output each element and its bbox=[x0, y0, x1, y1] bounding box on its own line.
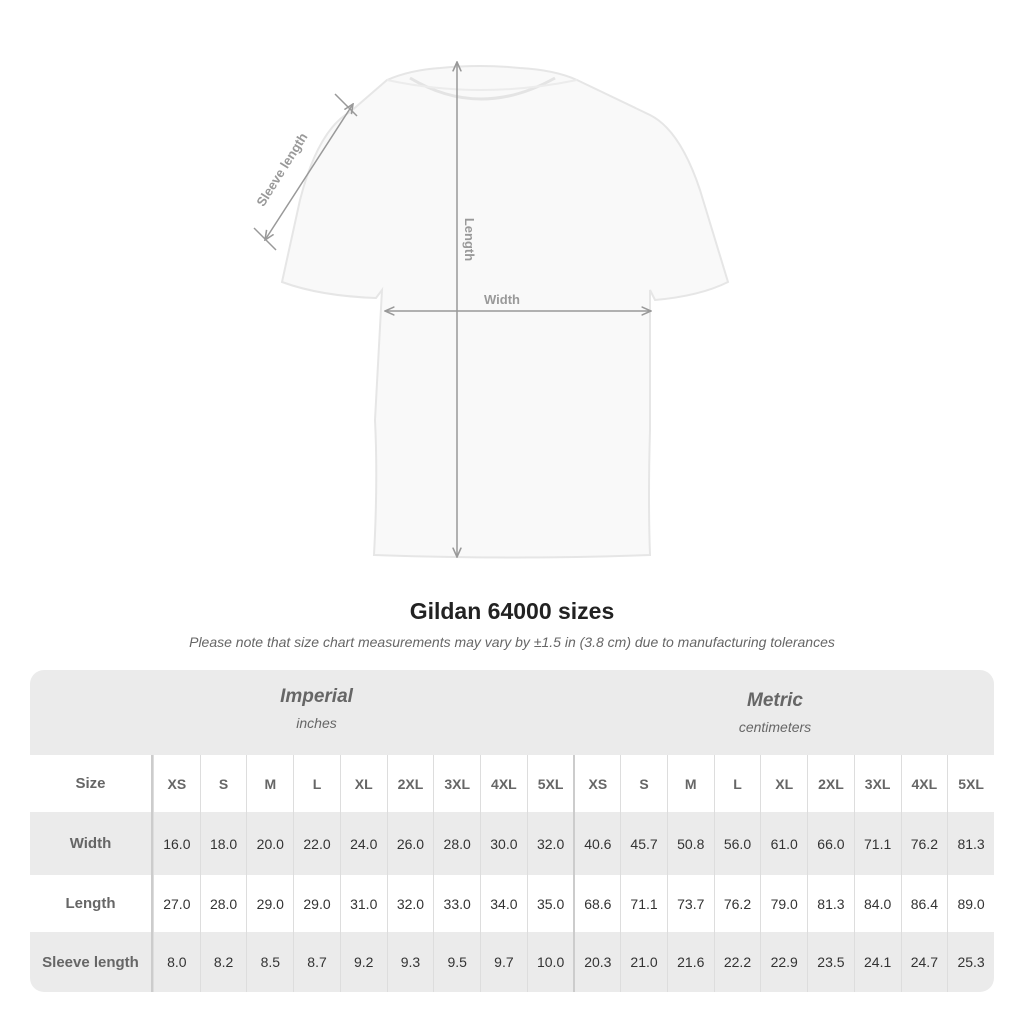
table-cell: 20.3 bbox=[573, 932, 620, 992]
size-header-cell: XS bbox=[573, 755, 620, 812]
table-cell: 35.0 bbox=[526, 875, 574, 932]
size-header-cell: XS bbox=[153, 755, 200, 812]
row-label: Width bbox=[30, 812, 153, 875]
size-header-cell: M bbox=[666, 755, 714, 812]
tshirt-diagram bbox=[253, 0, 730, 559]
size-header-cell: 4XL bbox=[480, 755, 527, 812]
table-cell: 25.3 bbox=[947, 932, 994, 992]
size-header-row: Size XS S M L XL 2XL 3XL 4XL 5XL XS S M L XL 2XL 3XL 4XL… bbox=[30, 755, 994, 812]
table-cell: 23.5 bbox=[807, 932, 854, 992]
size-header-cell: S bbox=[620, 755, 667, 812]
width-label: Width bbox=[484, 292, 520, 307]
table-cell: 9.2 bbox=[339, 932, 387, 992]
table-cell: 84.0 bbox=[853, 875, 901, 932]
size-header-cell: 5XL bbox=[526, 755, 574, 812]
table-cell: 8.2 bbox=[199, 932, 247, 992]
imperial-header: Imperial inches bbox=[153, 686, 480, 731]
size-header-cell: 2XL bbox=[386, 755, 434, 812]
table-cell: 22.2 bbox=[713, 932, 761, 992]
table-cell: 29.0 bbox=[293, 875, 340, 932]
table-cell: 24.0 bbox=[339, 812, 387, 875]
table-cell: 32.0 bbox=[386, 875, 434, 932]
table-cell: 66.0 bbox=[807, 812, 854, 875]
size-header-cell: L bbox=[713, 755, 761, 812]
table-row: Length 27.0 28.0 29.0 29.0 31.0 32.0 33.0 34.0 35… bbox=[30, 875, 994, 932]
table-cell: 61.0 bbox=[760, 812, 807, 875]
table-cell: 86.4 bbox=[900, 875, 948, 932]
table-cell: 32.0 bbox=[526, 812, 574, 875]
table-cell: 9.5 bbox=[433, 932, 480, 992]
size-header-cell: M bbox=[246, 755, 293, 812]
table-cell: 22.0 bbox=[293, 812, 340, 875]
size-header-cell: 2XL bbox=[807, 755, 854, 812]
table-cell: 34.0 bbox=[480, 875, 527, 932]
table-cell: 79.0 bbox=[760, 875, 807, 932]
table-row: Sleeve length 8.0 8.2 8.5 8.7 9.2 9.3 9.5 9.7 10.… bbox=[30, 932, 994, 992]
table-cell: 24.7 bbox=[900, 932, 948, 992]
table-cell: 40.6 bbox=[573, 812, 620, 875]
metric-unit: centimeters bbox=[738, 719, 812, 735]
table-cell: 71.1 bbox=[853, 812, 901, 875]
table-cell: 21.0 bbox=[620, 932, 667, 992]
table-cell: 81.3 bbox=[807, 875, 854, 932]
size-header: Size bbox=[30, 755, 153, 812]
table-cell: 8.5 bbox=[246, 932, 293, 992]
table-cell: 76.2 bbox=[900, 812, 948, 875]
table-cell: 9.7 bbox=[480, 932, 527, 992]
size-table: Imperial inches Metric centimeters Size … bbox=[30, 670, 994, 992]
table-cell: 10.0 bbox=[526, 932, 574, 992]
size-header-cell: S bbox=[199, 755, 247, 812]
metric-header: Metric centimeters bbox=[573, 690, 977, 735]
size-header-cell: XL bbox=[760, 755, 807, 812]
table-cell: 22.9 bbox=[760, 932, 807, 992]
table-cell: 26.0 bbox=[386, 812, 434, 875]
table-cell: 29.0 bbox=[246, 875, 293, 932]
length-label: Length bbox=[462, 217, 478, 262]
table-cell: 24.1 bbox=[853, 932, 901, 992]
sleeve-arrow bbox=[265, 104, 353, 240]
table-cell: 71.1 bbox=[620, 875, 667, 932]
page-title: Gildan 64000 sizes bbox=[409, 598, 615, 624]
table-cell: 76.2 bbox=[713, 875, 761, 932]
table-cell: 89.0 bbox=[947, 875, 994, 932]
metric-title: Metric bbox=[747, 690, 803, 711]
size-header-cell: XL bbox=[339, 755, 387, 812]
table-cell: 18.0 bbox=[199, 812, 247, 875]
tolerance-note: Please note that size chart measurements… bbox=[189, 634, 835, 650]
table-cell: 8.0 bbox=[153, 932, 200, 992]
imperial-unit: inches bbox=[296, 715, 337, 731]
table-cell: 21.6 bbox=[666, 932, 714, 992]
table-cell: 73.7 bbox=[666, 875, 714, 932]
table-cell: 56.0 bbox=[713, 812, 761, 875]
table-row: Width 16.0 18.0 20.0 22.0 24.0 26.0 28.0 30.0 32.… bbox=[30, 812, 994, 875]
table-cell: 31.0 bbox=[339, 875, 387, 932]
table-cell: 9.3 bbox=[386, 932, 434, 992]
imperial-title: Imperial bbox=[280, 686, 353, 707]
table-cell: 8.7 bbox=[293, 932, 340, 992]
table-cell: 33.0 bbox=[433, 875, 480, 932]
table-cell: 28.0 bbox=[433, 812, 480, 875]
table-cell: 28.0 bbox=[199, 875, 247, 932]
size-header-cell: 3XL bbox=[853, 755, 901, 812]
table-cell: 50.8 bbox=[666, 812, 714, 875]
table-cell: 20.0 bbox=[246, 812, 293, 875]
row-label: Sleeve length bbox=[30, 932, 153, 992]
size-header-cell: 4XL bbox=[900, 755, 948, 812]
size-header-cell: L bbox=[293, 755, 340, 812]
table-cell: 68.6 bbox=[573, 875, 620, 932]
size-header-cell: 5XL bbox=[947, 755, 994, 812]
table-cell: 45.7 bbox=[620, 812, 667, 875]
table-cell: 16.0 bbox=[153, 812, 200, 875]
table-cell: 27.0 bbox=[153, 875, 200, 932]
size-header-cell: 3XL bbox=[433, 755, 480, 812]
table-cell: 30.0 bbox=[480, 812, 527, 875]
table-cell: 81.3 bbox=[947, 812, 994, 875]
row-label: Length bbox=[30, 875, 153, 932]
